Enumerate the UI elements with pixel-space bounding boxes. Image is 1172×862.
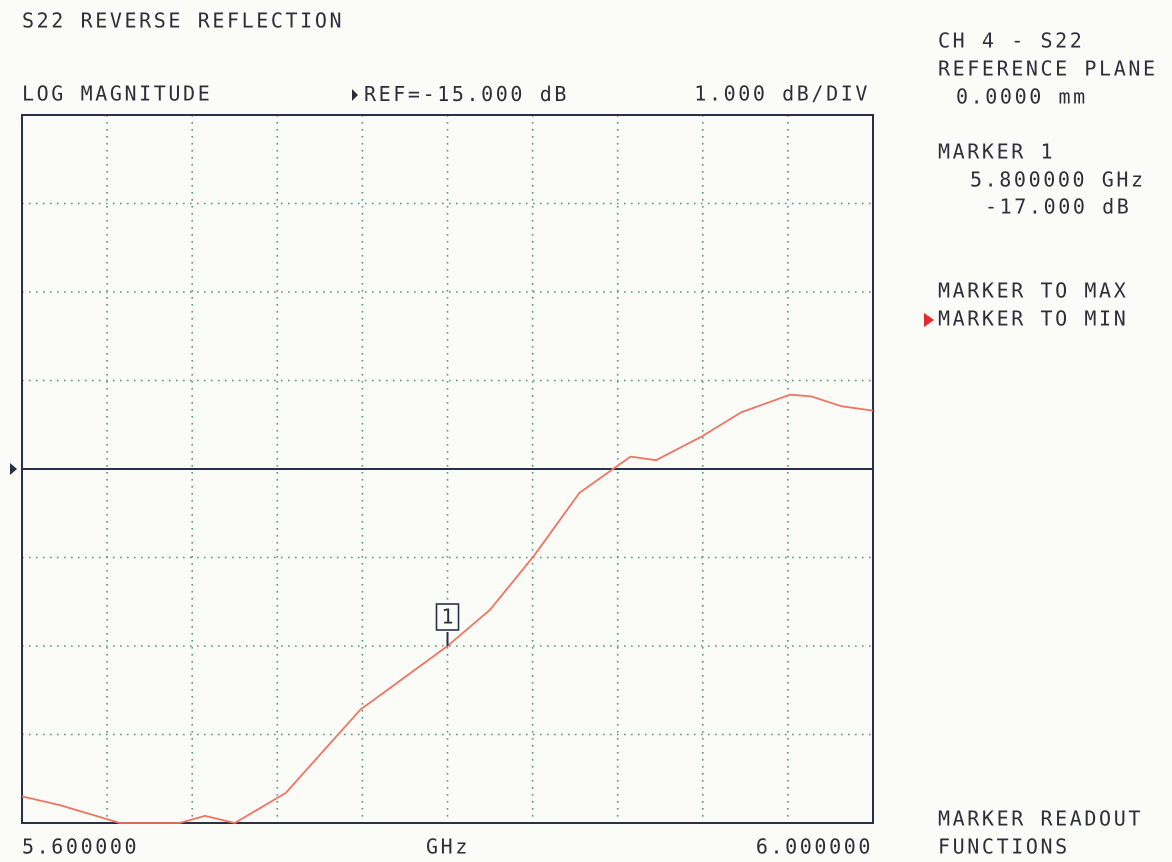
chart-title: S22 REVERSE REFLECTION	[22, 9, 344, 33]
ref-prefix: REF=	[364, 82, 423, 106]
reference-pointer	[10, 463, 17, 475]
selection-pointer	[924, 313, 934, 327]
ref-plane-value: 0.0000 mm	[956, 85, 1088, 109]
menu-title: MARKER READOUT	[938, 807, 1143, 831]
ref-pointer	[352, 89, 358, 101]
marker-title: MARKER 1	[938, 140, 1055, 164]
channel-label: CH 4 - S22	[938, 29, 1084, 53]
menu-item[interactable]: MARKER TO MIN	[938, 307, 1128, 331]
x-tick-label: 5.600000	[22, 835, 139, 859]
marker-box	[435, 603, 460, 631]
menu-item[interactable]: MARKER TO MAX	[938, 279, 1128, 303]
marker-id: 1	[441, 605, 453, 629]
x-axis-label: GHz	[426, 835, 470, 859]
plot-frame	[21, 114, 874, 824]
marker-x-readout: 5.800000 GHz	[970, 168, 1146, 192]
x-tick-label: 6.000000	[756, 835, 873, 859]
format-label: LOG MAGNITUDE	[22, 82, 212, 106]
menu-title: FUNCTIONS	[938, 835, 1070, 859]
ref-readout: REF=-15.000 dB	[364, 82, 569, 106]
marker-y-readout: -17.000 dB	[985, 195, 1131, 219]
trace	[21, 393, 874, 824]
scale-label: 1.000 dB/DIV	[694, 82, 870, 106]
ref-plane-title: REFERENCE PLANE	[938, 57, 1158, 81]
ref-value: -15.000 dB	[423, 82, 569, 106]
